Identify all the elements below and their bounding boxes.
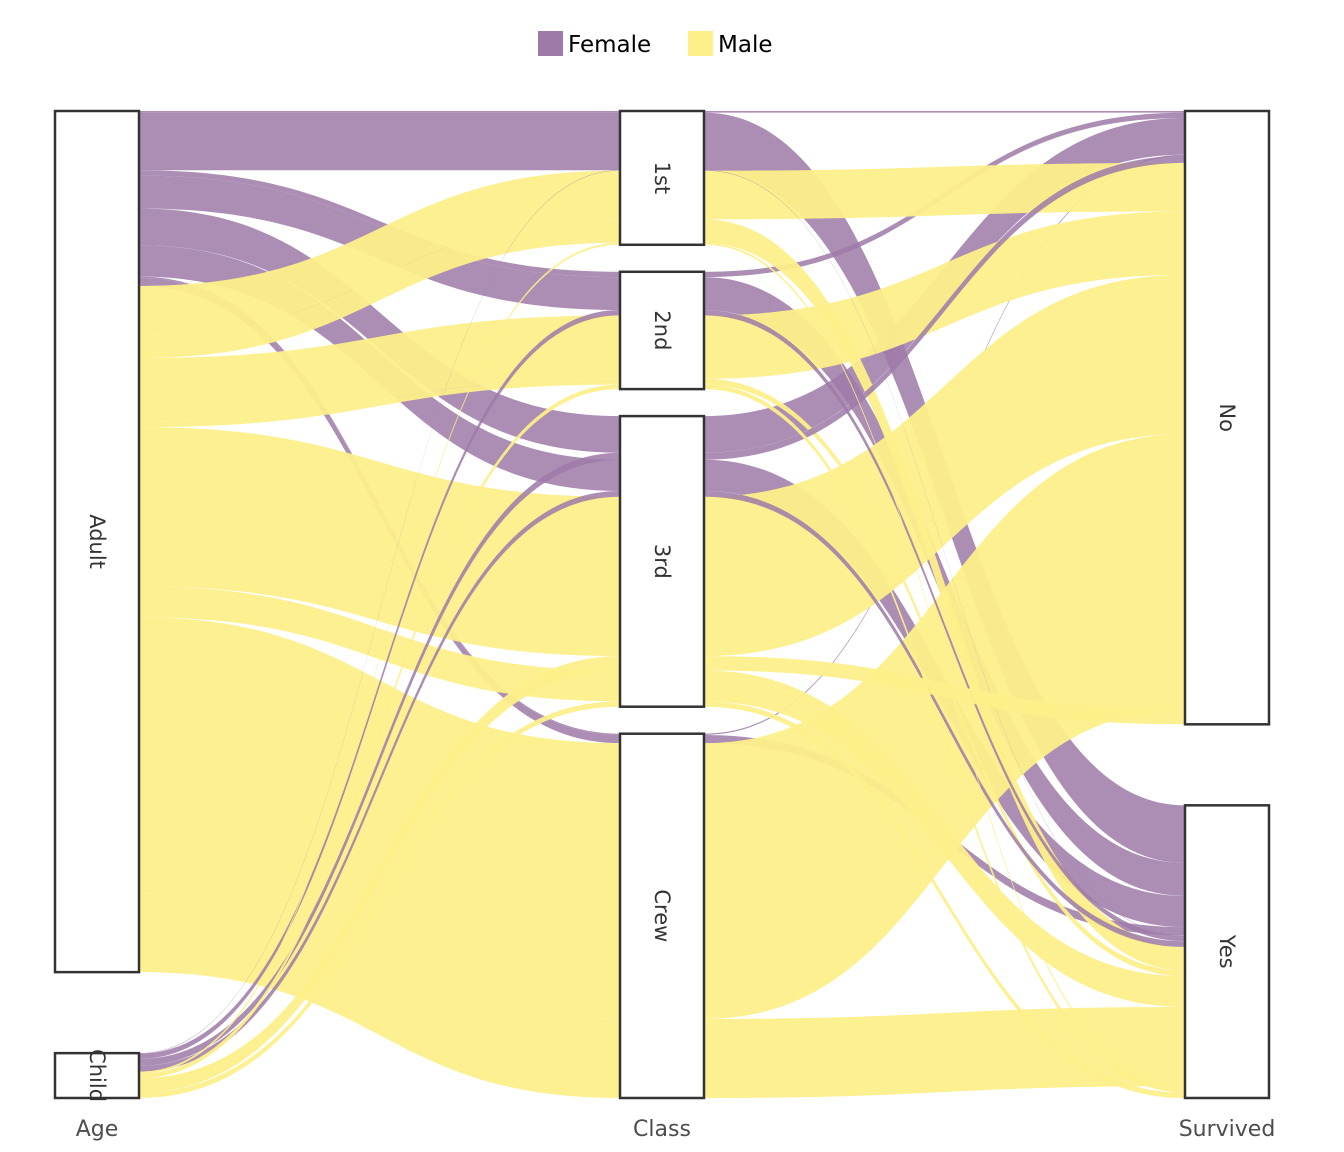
flow-adult-crew-no-male [139, 617, 620, 1019]
flow-child-3rd-yes-male [139, 701, 620, 1098]
legend-label-male: Male [718, 32, 772, 58]
stratum-adult [53, 109, 141, 974]
stratum-3rd [618, 414, 706, 708]
axis-label-age: Age [76, 1117, 119, 1142]
flow-child-2nd-yes-male [139, 384, 620, 1079]
stratum-label-child: Child [85, 1049, 109, 1102]
flow-adult-2nd-yes-male [139, 378, 620, 428]
flow-adult-2nd-no-male [704, 211, 1185, 379]
flow-adult-3rd-no-male [139, 427, 620, 657]
stratum-1st [618, 109, 706, 247]
axis-label-class: Class [633, 1117, 691, 1142]
flow-adult-1st-no-female [704, 111, 1185, 113]
flow-adult-3rd-no-male [704, 274, 1185, 657]
flow-adult-2nd-no-male [139, 315, 620, 422]
flow-adult-1st-yes-male [139, 219, 620, 358]
flow-ribbons [139, 111, 1185, 1098]
flow-child-3rd-no-male [704, 656, 1185, 725]
stratum-label-adult: Adult [85, 514, 109, 569]
flow-adult-crew-yes-male [139, 893, 620, 1098]
flow-adult-1st-no-female [139, 111, 620, 113]
stratum-label-yes: Yes [1215, 934, 1239, 969]
flow-child-3rd-yes-male [704, 701, 1185, 1098]
flow-child-3rd-yes-female [139, 491, 620, 1072]
stratum-child [53, 1051, 141, 1100]
flow-child-1st-yes-female [139, 170, 620, 1054]
flow-child-3rd-no-male [139, 656, 620, 1093]
flow-adult-3rd-no-female [139, 208, 620, 453]
legend-swatch-male [688, 31, 713, 56]
flow-adult-1st-yes-female [139, 112, 620, 171]
flow-child-1st-yes-female [704, 170, 1185, 936]
flow-adult-crew-no-male [704, 434, 1185, 1019]
axis-label-survived: Survived [1179, 1117, 1276, 1142]
flow-child-3rd-yes-female [704, 491, 1185, 947]
legend-label-female: Female [568, 32, 651, 58]
flow-adult-1st-no-male [704, 162, 1185, 220]
flow-child-2nd-yes-female [139, 310, 620, 1059]
flow-child-1st-yes-male [139, 242, 620, 1074]
flow-adult-3rd-yes-male [139, 586, 620, 702]
flow-adult-1st-no-male [139, 170, 620, 335]
stratum-label-1st: 1st [650, 162, 674, 195]
axis-labels: Age Class Survived [76, 1117, 1276, 1142]
stratum-crew [618, 732, 706, 1100]
flow-child-2nd-yes-male [704, 384, 1185, 1093]
flow-child-2nd-yes-female [704, 310, 1185, 942]
stratum-yes [1183, 804, 1271, 1100]
stratum-no [1183, 109, 1271, 726]
stratum-label-3rd: 3rd [650, 544, 674, 579]
flow-adult-crew-yes-male [704, 1007, 1185, 1098]
flow-child-3rd-no-female [704, 155, 1185, 460]
legend: Female Male [538, 31, 772, 58]
stratum-boxes: Adult Child 1st 2nd 3rd Crew No Yes [53, 109, 1271, 1102]
flow-child-3rd-no-female [139, 452, 620, 1066]
stratum-2nd [618, 270, 706, 391]
flow-child-1st-yes-male [704, 242, 1185, 1089]
stratum-label-crew: Crew [650, 889, 674, 942]
legend-swatch-female [538, 31, 563, 56]
stratum-label-no: No [1215, 403, 1239, 432]
stratum-label-2nd: 2nd [650, 310, 674, 350]
flow-adult-2nd-no-female [139, 170, 620, 278]
